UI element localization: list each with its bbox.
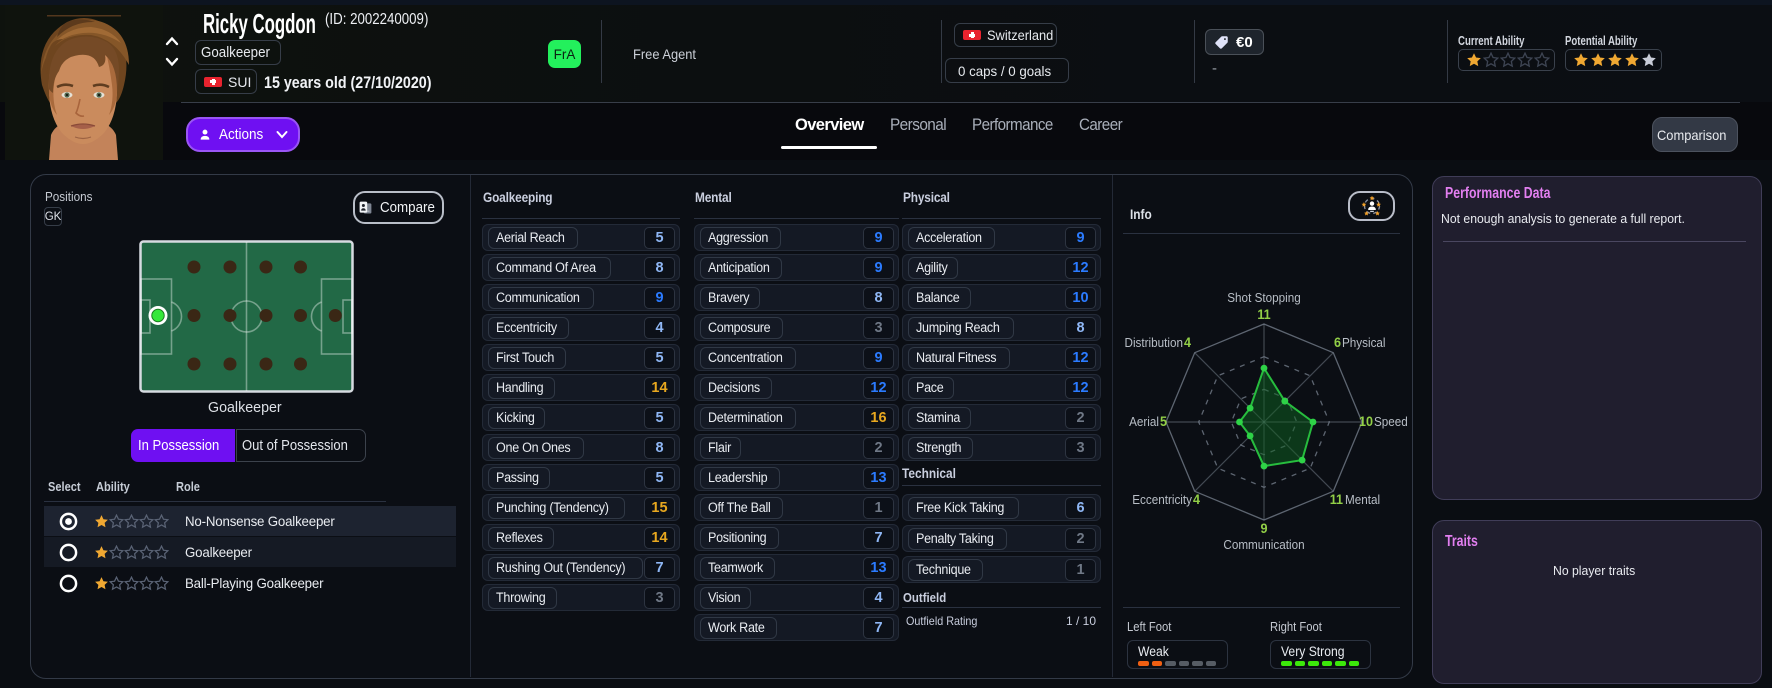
svg-text:Aerial: Aerial: [1129, 414, 1159, 429]
svg-text:Distribution: Distribution: [1125, 335, 1184, 350]
svg-text:4: 4: [1184, 334, 1192, 350]
svg-text:Mental: Mental: [1345, 492, 1380, 507]
svg-text:11: 11: [1257, 306, 1271, 322]
svg-text:4: 4: [1193, 491, 1201, 507]
svg-text:Communication: Communication: [1223, 537, 1304, 552]
svg-text:9: 9: [1260, 520, 1267, 536]
svg-text:Shot Stopping: Shot Stopping: [1227, 290, 1301, 305]
svg-text:5: 5: [1160, 413, 1168, 429]
svg-text:Eccentricity: Eccentricity: [1132, 492, 1193, 507]
svg-text:10: 10: [1359, 413, 1373, 429]
svg-text:Speed: Speed: [1374, 414, 1408, 429]
svg-text:11: 11: [1330, 491, 1344, 507]
svg-text:Physical: Physical: [1342, 335, 1386, 350]
svg-text:6: 6: [1334, 334, 1341, 350]
